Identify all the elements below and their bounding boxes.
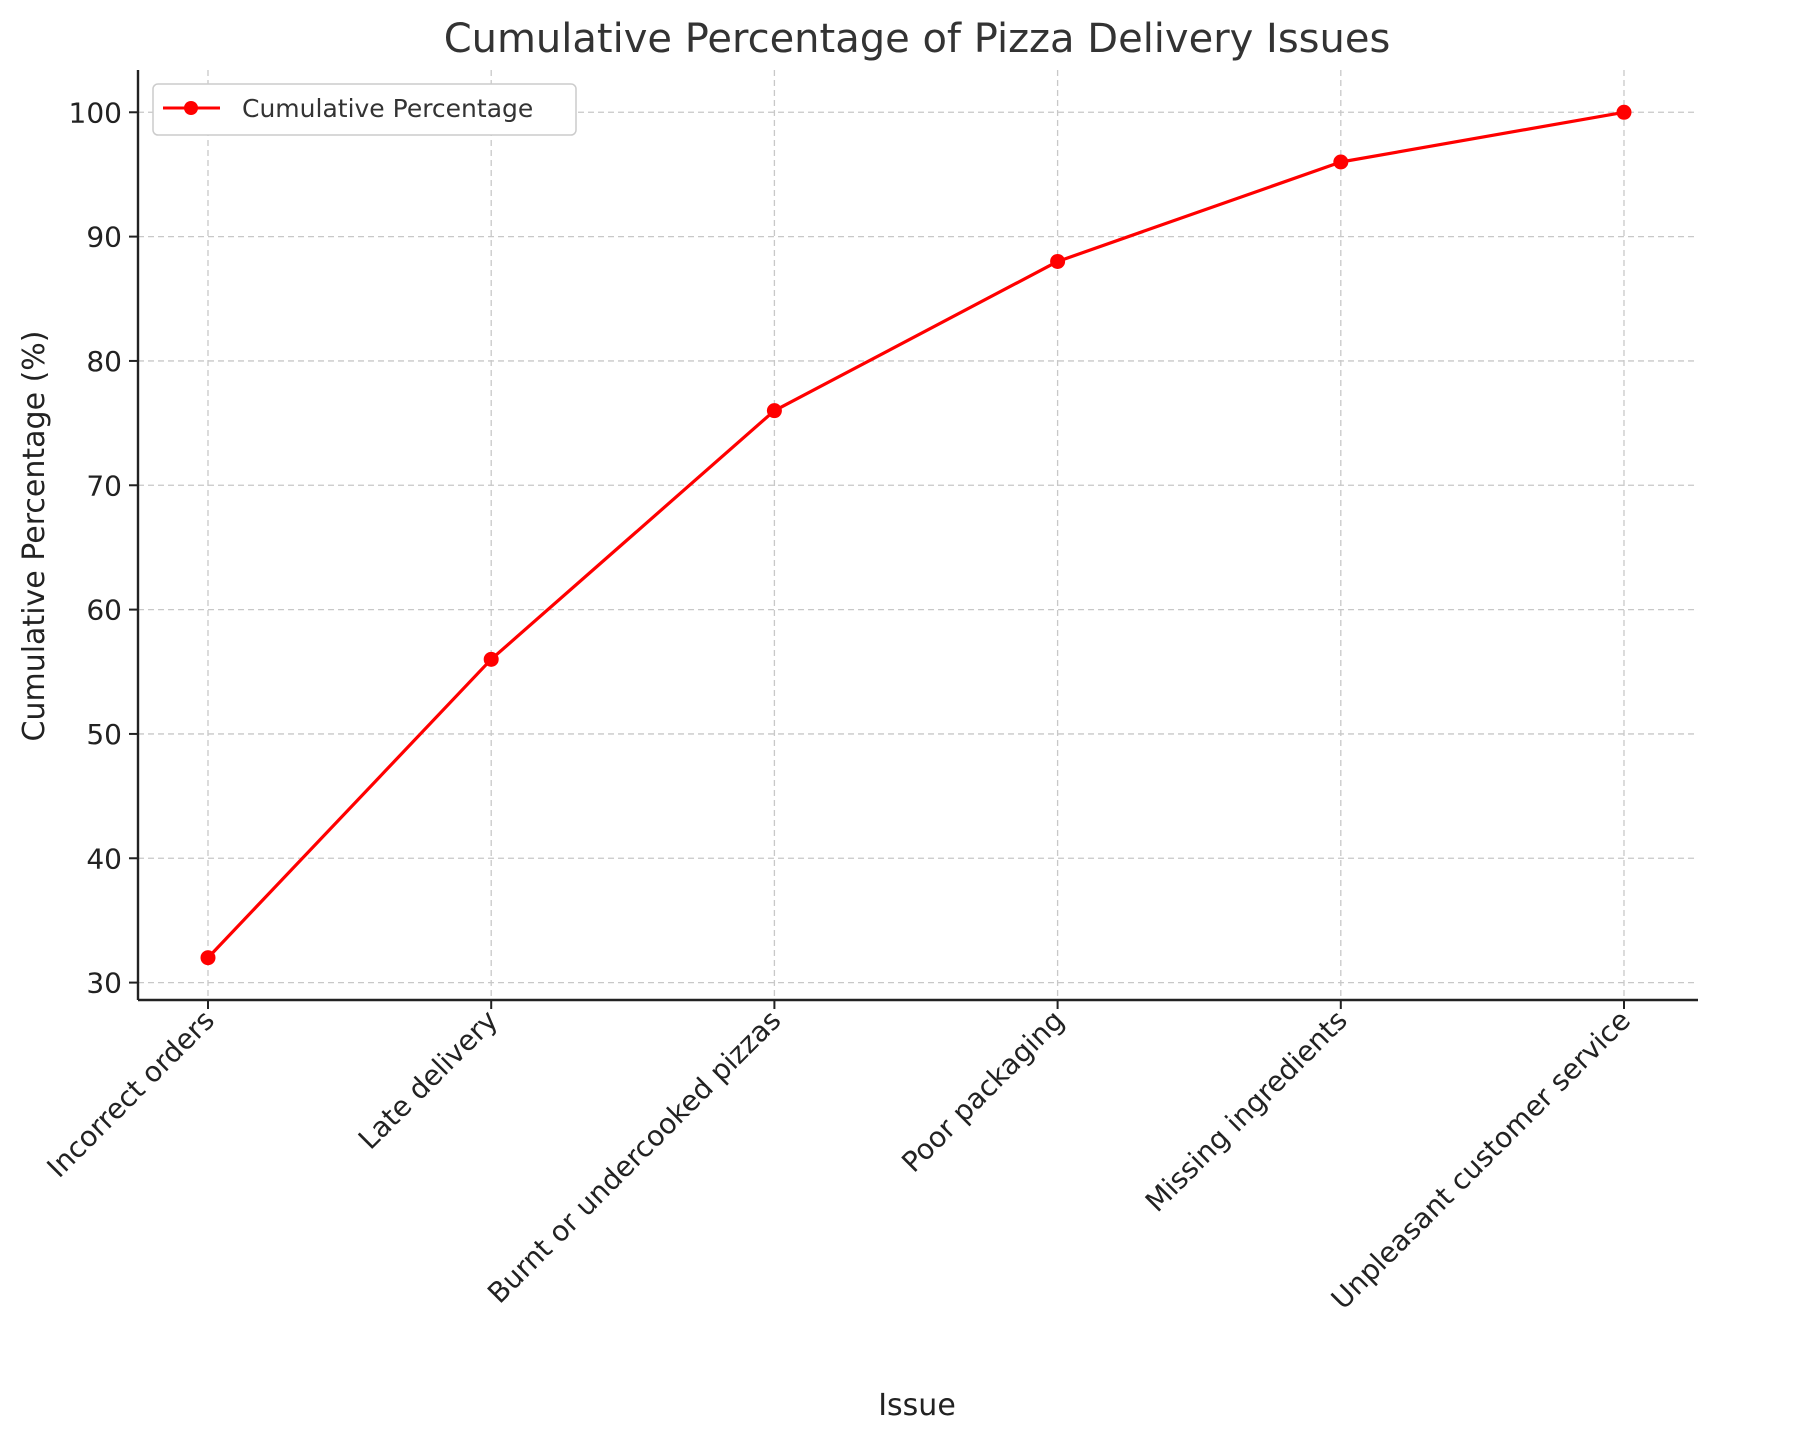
y-tick-label: 50 [86,718,122,751]
y-tick-label: 80 [86,345,122,378]
y-tick-label: 100 [69,96,122,129]
data-point [1050,253,1066,269]
x-tick-label: Missing ingredients [1139,1004,1354,1219]
grid-lines [138,70,1698,1000]
legend: Cumulative Percentage [152,83,577,136]
x-tick-label: Late delivery [352,1004,504,1156]
y-tick-label: 60 [86,594,122,627]
legend-marker-swatch [184,101,198,115]
y-tick-label: 40 [86,842,122,875]
x-tick-label: Unpleasant customer service [1325,1004,1637,1316]
data-point [200,950,216,966]
series-line [206,110,1625,959]
data-point [1333,154,1349,170]
data-point [483,651,499,667]
x-tick-label: Incorrect orders [40,1004,220,1184]
y-tick-label: 70 [86,469,122,502]
y-axis-label: Cumulative Percentage (%) [17,331,52,742]
legend-label: Cumulative Percentage [242,94,533,123]
series [200,104,1632,966]
y-tick-label: 90 [86,221,122,254]
axes [136,70,1698,1002]
x-axis-label: Issue [878,1388,956,1423]
chart-title: Cumulative Percentage of Pizza Delivery … [444,16,1391,62]
legend-box [152,83,577,136]
data-point [1616,104,1632,120]
y-ticks: 30 40 50 60 70 80 90 100 [69,96,138,1000]
data-point [766,403,782,419]
x-tick-label: Burnt or undercooked pizzas [481,1004,787,1310]
y-tick-label: 30 [86,967,122,1000]
x-tick-label: Poor packaging [895,1004,1070,1179]
